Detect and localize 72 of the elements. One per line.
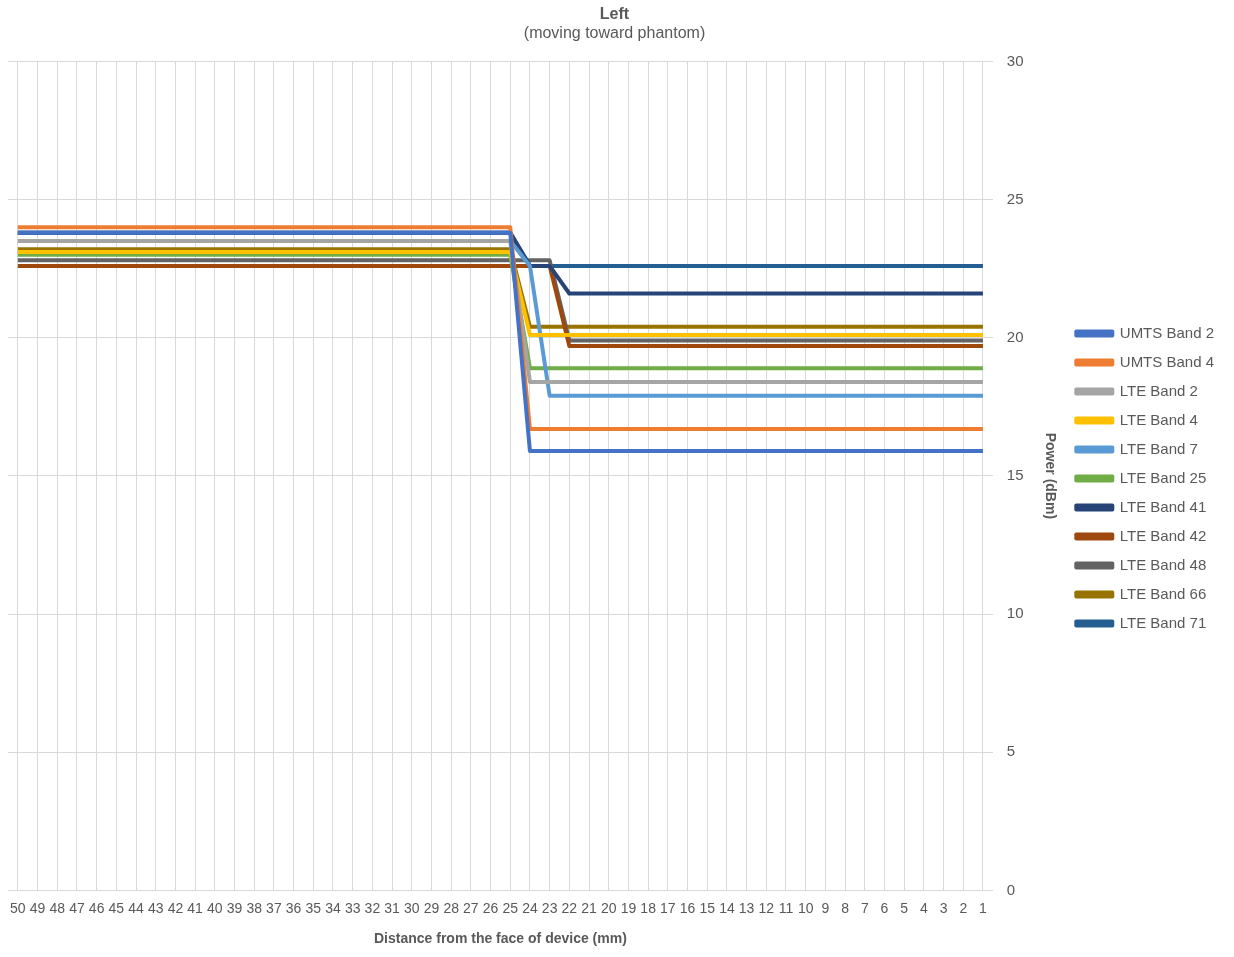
y-tick-label: 5	[1006, 742, 1016, 760]
x-tick-label: 23	[541, 899, 558, 916]
x-tick-label: 18	[640, 899, 657, 916]
legend-label: LTE Band 2	[1119, 381, 1198, 399]
x-tick-label: 48	[49, 899, 66, 916]
x-tick-label: 17	[660, 899, 676, 916]
x-tick-label: 26	[482, 899, 499, 916]
x-tick-label: 15	[699, 899, 716, 916]
x-tick-label: 41	[187, 899, 204, 916]
x-tick-label: 27	[463, 899, 479, 916]
legend-label: LTE Band 71	[1119, 613, 1207, 631]
x-tick-label: 9	[821, 899, 830, 916]
x-tick-label: 5	[900, 899, 909, 916]
x-tick-label: 43	[147, 899, 164, 916]
x-tick-label: 35	[305, 899, 322, 916]
x-axis-title: Distance from the face of device (mm)	[373, 930, 627, 947]
x-tick-label: 32	[364, 899, 381, 916]
x-tick-label: 50	[10, 899, 26, 916]
x-tick-label: 1	[979, 899, 988, 916]
x-tick-label: 45	[108, 899, 125, 916]
x-tick-label: 42	[167, 899, 184, 916]
x-tick-label: 6	[880, 899, 889, 916]
x-tick-label: 30	[403, 899, 420, 916]
x-tick-label: 31	[384, 899, 401, 916]
x-tick-label: 2	[959, 899, 968, 916]
legend-label: LTE Band 25	[1119, 468, 1207, 486]
legend-label: LTE Band 7	[1119, 439, 1198, 457]
x-tick-label: 24	[522, 899, 538, 916]
x-tick-label: 3	[939, 899, 948, 916]
x-tick-label: 20	[600, 899, 617, 916]
legend-label: UMTS Band 4	[1119, 352, 1215, 370]
y-tick-label: 0	[1006, 880, 1016, 898]
x-tick-label: 8	[841, 899, 850, 916]
x-tick-label: 12	[758, 899, 775, 916]
legend-label: LTE Band 4	[1119, 410, 1198, 428]
x-tick-label: 16	[679, 899, 696, 916]
y-tick-label: 30	[1006, 51, 1024, 69]
y-tick-label: 25	[1006, 189, 1024, 207]
x-tick-label: 49	[29, 899, 46, 916]
legend-label: LTE Band 41	[1119, 497, 1207, 515]
y-axis-title: Power (dBm)	[1043, 432, 1060, 520]
x-tick-label: 38	[246, 899, 263, 916]
x-tick-label: 7	[860, 899, 869, 916]
x-tick-label: 11	[778, 899, 794, 916]
x-tick-label: 13	[738, 899, 755, 916]
chart-subtitle: (moving toward phantom)	[523, 24, 706, 42]
x-tick-label: 39	[226, 899, 243, 916]
x-tick-label: 22	[561, 899, 578, 916]
x-tick-label: 29	[423, 899, 440, 916]
x-tick-label: 19	[620, 899, 637, 916]
x-tick-label: 40	[207, 899, 223, 916]
x-tick-label: 47	[69, 899, 85, 916]
y-tick-label: 10	[1006, 604, 1024, 622]
legend-label: LTE Band 42	[1119, 526, 1207, 544]
legend-label: UMTS Band 2	[1119, 323, 1215, 341]
x-tick-label: 33	[344, 899, 361, 916]
x-tick-label: 28	[443, 899, 460, 916]
legend-label: LTE Band 48	[1119, 555, 1207, 573]
x-tick-label: 14	[719, 899, 735, 916]
chart-title: Left	[599, 5, 630, 23]
x-tick-label: 4	[919, 899, 928, 916]
x-tick-label: 25	[502, 899, 519, 916]
x-tick-label: 21	[581, 899, 598, 916]
x-tick-label: 34	[325, 899, 341, 916]
x-tick-label: 44	[128, 899, 145, 916]
x-tick-label: 37	[266, 899, 282, 916]
x-tick-label: 46	[88, 899, 105, 916]
x-tick-label: 10	[797, 899, 814, 916]
y-tick-label: 15	[1006, 466, 1024, 484]
x-tick-label: 36	[285, 899, 302, 916]
legend-label: LTE Band 66	[1119, 584, 1207, 602]
y-tick-label: 20	[1006, 327, 1024, 345]
